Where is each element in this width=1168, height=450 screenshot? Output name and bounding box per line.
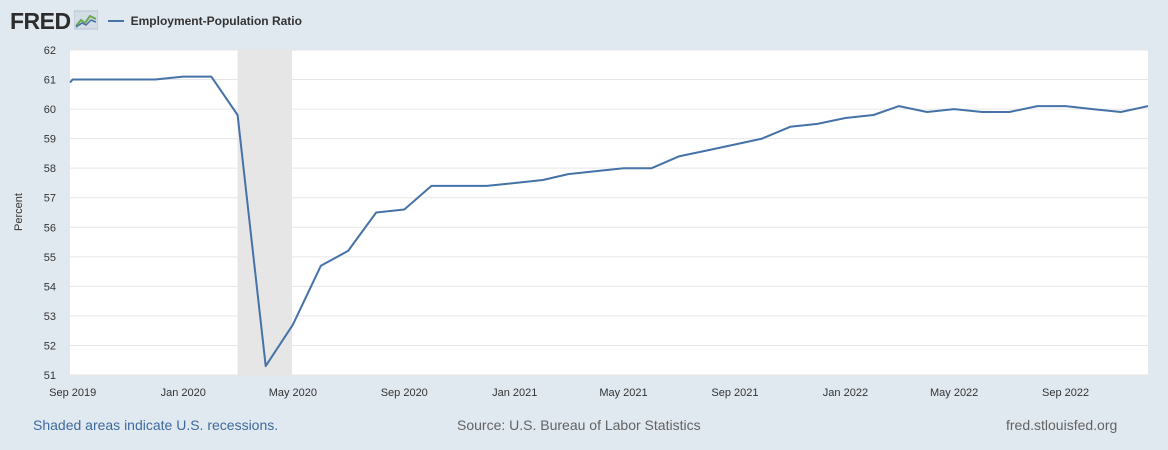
recession-shading: [237, 50, 292, 375]
x-tick-label: Sep 2021: [711, 387, 758, 399]
grid-lines: [70, 49, 1148, 376]
recession-note[interactable]: Shaded areas indicate U.S. recessions.: [33, 417, 279, 433]
plot-background: [70, 50, 1148, 375]
series-layer: [69, 75, 1149, 368]
fred-graph-icon: [73, 10, 98, 30]
y-axis-label: Percent: [13, 193, 25, 231]
x-tick-label: Jan 2022: [823, 387, 868, 399]
x-axis-ticks: Sep 2019 Jan 2020 May 2020 Sep 2020 Jan 2021…: [49, 387, 1089, 399]
x-tick-label: May 2022: [930, 387, 978, 399]
y-tick-label: 54: [44, 281, 56, 293]
y-tick-label: 62: [44, 45, 56, 57]
y-tick-label: 58: [44, 163, 56, 175]
legend-line-swatch: [107, 20, 124, 22]
legend-label: Employment-Population Ratio: [130, 14, 302, 28]
source-note: Source: U.S. Bureau of Labor Statistics: [457, 417, 701, 433]
recession-band: [237, 50, 292, 375]
y-tick-label: 56: [44, 222, 56, 234]
x-tick-label: Sep 2022: [1042, 387, 1089, 399]
header: FRED Employment-Population Ratio: [10, 8, 302, 34]
y-tick-label: 52: [44, 340, 56, 352]
y-axis-ticks: 51 52 53 54 55 56 57 58 59 60 61 62: [44, 45, 56, 382]
y-tick-label: 61: [44, 75, 56, 87]
x-tick-label: May 2020: [269, 387, 317, 399]
y-tick-label: 55: [44, 252, 56, 264]
x-tick-label: Jan 2020: [161, 387, 206, 399]
y-tick-label: 60: [44, 104, 56, 116]
y-tick-label: 51: [44, 370, 56, 382]
y-tick-label: 57: [44, 193, 56, 205]
fred-logo[interactable]: FRED: [10, 7, 71, 34]
site-link[interactable]: fred.stlouisfed.org: [1006, 417, 1118, 433]
x-tick-label: Sep 2020: [381, 387, 428, 399]
series-line[interactable]: [69, 75, 1149, 368]
chart-legend[interactable]: Employment-Population Ratio: [107, 14, 302, 28]
y-tick-label: 53: [44, 311, 56, 323]
x-tick-label: May 2021: [599, 387, 647, 399]
line-chart[interactable]: 51 52 53 54 55 56 57 58 59 60 61 62 Sep 2019 Jan 202…: [0, 0, 1168, 410]
x-tick-label: Sep 2019: [49, 387, 96, 399]
x-tick-label: Jan 2021: [492, 387, 537, 399]
y-tick-label: 59: [44, 134, 56, 146]
